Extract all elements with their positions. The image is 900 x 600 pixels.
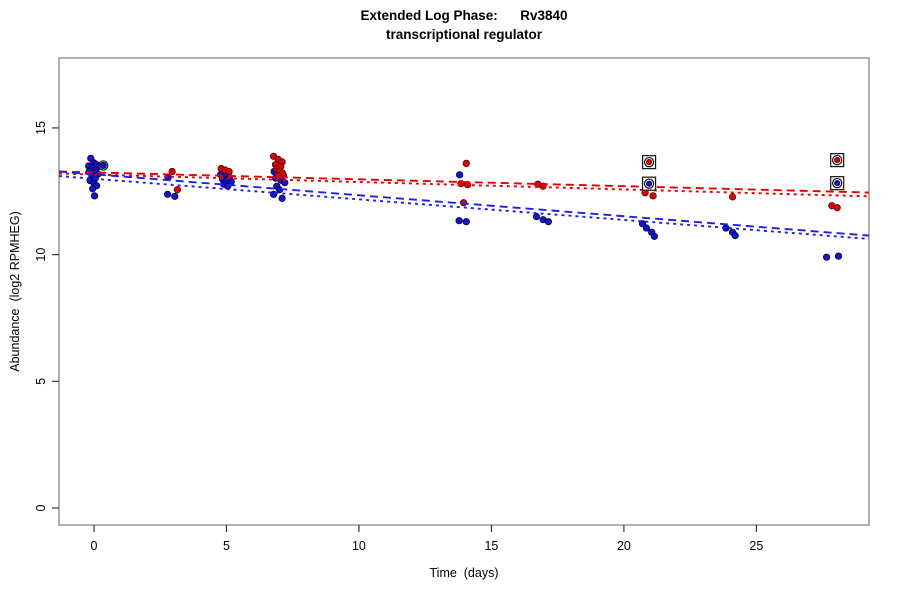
data-point-red-condition <box>225 167 233 176</box>
data-point-red-condition <box>462 159 470 168</box>
trend-line-red-fit-dotted <box>58 172 870 198</box>
y-tick-label: 10 <box>34 248 48 262</box>
data-point-red-condition <box>173 186 182 194</box>
chart-subtitle: transcriptional regulator <box>385 27 543 42</box>
data-point-blue-condition <box>89 185 97 193</box>
x-tick-label: 25 <box>749 539 763 553</box>
outlier-point-blue <box>645 180 653 187</box>
outlier-circle-icon <box>643 156 655 168</box>
data-point-blue-condition <box>834 252 843 260</box>
circled-point-dot <box>99 161 107 170</box>
data-point-blue-condition <box>650 232 658 240</box>
outlier-circle-icon <box>643 178 655 189</box>
y-tick-label: 5 <box>34 378 48 385</box>
chart-title-block: Extended Log Phase: Rv3840 transcription… <box>59 6 869 44</box>
x-tick-label: 5 <box>223 539 230 553</box>
outlier-point-red <box>834 157 841 164</box>
x-tick-label: 0 <box>90 539 97 553</box>
x-axis-label: Time (days) <box>430 566 499 580</box>
data-point-blue-condition <box>278 194 286 202</box>
data-point-blue-condition <box>456 171 464 179</box>
outlier-circle-icon <box>98 160 109 171</box>
y-tick-label: 15 <box>34 121 48 135</box>
x-tick-label: 20 <box>617 539 631 553</box>
plot-border <box>58 57 870 526</box>
data-point-blue-condition <box>164 190 172 198</box>
data-point-blue-condition <box>544 218 552 226</box>
data-point-blue-condition <box>171 192 179 200</box>
trend-line-red-fit-dashed <box>58 170 870 194</box>
data-point-red-condition <box>168 167 176 176</box>
trend-line-blue-fit-dashed <box>58 170 870 237</box>
data-point-blue-condition <box>462 218 470 226</box>
data-point-blue-condition <box>455 217 463 225</box>
data-point-blue-condition <box>90 192 99 200</box>
x-tick-label: 10 <box>352 539 366 553</box>
outlier-point-blue <box>834 180 841 187</box>
outlier-point-red <box>645 159 653 166</box>
data-point-blue-condition <box>270 190 278 198</box>
outlier-circle-icon <box>832 154 843 166</box>
y-tick-label: 0 <box>34 504 48 511</box>
x-tick-label: 15 <box>484 539 498 553</box>
data-point-blue-condition <box>731 232 739 240</box>
data-point-blue-condition <box>532 213 541 221</box>
data-point-blue-condition <box>642 224 651 232</box>
y-axis-label: Abundance (log2 RPMHEG) <box>8 211 22 372</box>
data-point-red-condition <box>649 192 657 200</box>
outlier-circle-icon <box>832 177 843 189</box>
chart-title: Extended Log Phase: Rv3840 <box>360 8 568 23</box>
data-point-red-condition <box>833 204 841 212</box>
data-point-blue-condition <box>823 253 831 261</box>
data-point-red-condition <box>728 193 737 201</box>
trend-line-blue-fit-dotted <box>58 175 870 240</box>
